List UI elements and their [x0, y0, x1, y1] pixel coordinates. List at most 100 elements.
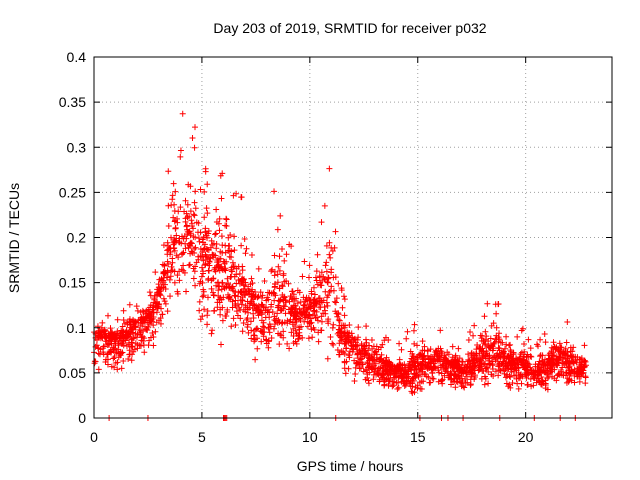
- data-point: [199, 264, 206, 271]
- data-point: [354, 350, 361, 357]
- data-point: [258, 338, 265, 345]
- data-point: [551, 353, 558, 360]
- data-point: [436, 369, 443, 376]
- data-point: [237, 315, 244, 322]
- data-point: [104, 350, 111, 357]
- data-point: [470, 363, 477, 370]
- data-point: [537, 352, 544, 359]
- data-point: [439, 380, 446, 387]
- data-point: [175, 239, 182, 246]
- data-point: [341, 312, 348, 319]
- data-point: [349, 334, 356, 341]
- data-point: [229, 304, 236, 311]
- data-point: [582, 358, 589, 365]
- data-point: [251, 328, 258, 335]
- data-point: [452, 384, 459, 391]
- data-point: [173, 232, 180, 239]
- data-point: [493, 324, 500, 331]
- data-point: [207, 255, 214, 262]
- data-point: [471, 322, 478, 329]
- data-point: [467, 381, 474, 388]
- data-point: [215, 258, 222, 265]
- data-point: [418, 378, 425, 385]
- data-point: [280, 302, 287, 309]
- data-point: [232, 288, 239, 295]
- data-point: [153, 319, 160, 326]
- data-point: [398, 346, 405, 353]
- data-point: [416, 368, 423, 375]
- data-point: [146, 321, 153, 328]
- data-point: [238, 278, 245, 285]
- x-tick-label: 10: [302, 429, 318, 445]
- data-point: [570, 344, 577, 351]
- data-point: [164, 308, 171, 315]
- data-point: [449, 364, 456, 371]
- data-point: [396, 340, 403, 347]
- data-point: [568, 358, 575, 365]
- data-point: [444, 349, 451, 356]
- data-point: [492, 356, 499, 363]
- data-point: [92, 358, 99, 365]
- data-point: [281, 293, 288, 300]
- data-point: [188, 217, 195, 224]
- data-point: [283, 251, 290, 258]
- data-point: [507, 353, 514, 360]
- data-point: [375, 369, 382, 376]
- data-point: [165, 168, 172, 175]
- data-point: [445, 369, 452, 376]
- data-points: [91, 110, 590, 421]
- data-point: [270, 290, 277, 297]
- data-point: [244, 323, 251, 330]
- data-point: [425, 374, 432, 381]
- y-tick-label: 0.1: [67, 320, 87, 336]
- data-point: [296, 326, 303, 333]
- data-point: [184, 228, 191, 235]
- data-point: [124, 319, 131, 326]
- data-point: [325, 274, 332, 281]
- data-point: [333, 295, 340, 302]
- data-point: [394, 386, 401, 393]
- data-point: [449, 354, 456, 361]
- data-point: [248, 275, 255, 282]
- data-point: [564, 375, 571, 382]
- data-point: [411, 389, 418, 396]
- data-point: [535, 364, 542, 371]
- data-point: [365, 377, 372, 384]
- data-point: [254, 345, 261, 352]
- data-point: [503, 333, 510, 340]
- data-point: [204, 308, 211, 315]
- data-point: [385, 375, 392, 382]
- data-point: [271, 188, 278, 195]
- data-point: [252, 356, 259, 363]
- data-point: [286, 298, 293, 305]
- data-point: [107, 347, 114, 354]
- data-point: [235, 293, 242, 300]
- data-point: [313, 308, 320, 315]
- data-point: [567, 359, 574, 366]
- data-point: [226, 284, 233, 291]
- data-point: [141, 349, 148, 356]
- data-point: [118, 327, 125, 334]
- x-tick-label: 20: [518, 429, 534, 445]
- data-point: [114, 316, 121, 323]
- data-point: [285, 280, 292, 287]
- data-point: [543, 360, 550, 367]
- data-point: [574, 356, 581, 363]
- data-point: [334, 313, 341, 320]
- data-point: [504, 372, 511, 379]
- data-point: [246, 290, 253, 297]
- data-point: [213, 206, 220, 213]
- data-point: [168, 263, 175, 270]
- data-point: [324, 279, 331, 285]
- data-point: [365, 380, 372, 387]
- data-point: [527, 353, 534, 360]
- data-point: [414, 385, 421, 392]
- data-point: [126, 351, 133, 358]
- data-point: [215, 282, 222, 289]
- data-point: [289, 288, 296, 295]
- data-point: [268, 335, 275, 342]
- data-point: [116, 350, 123, 357]
- data-point: [271, 321, 278, 328]
- data-point: [501, 355, 508, 362]
- data-point: [284, 317, 291, 324]
